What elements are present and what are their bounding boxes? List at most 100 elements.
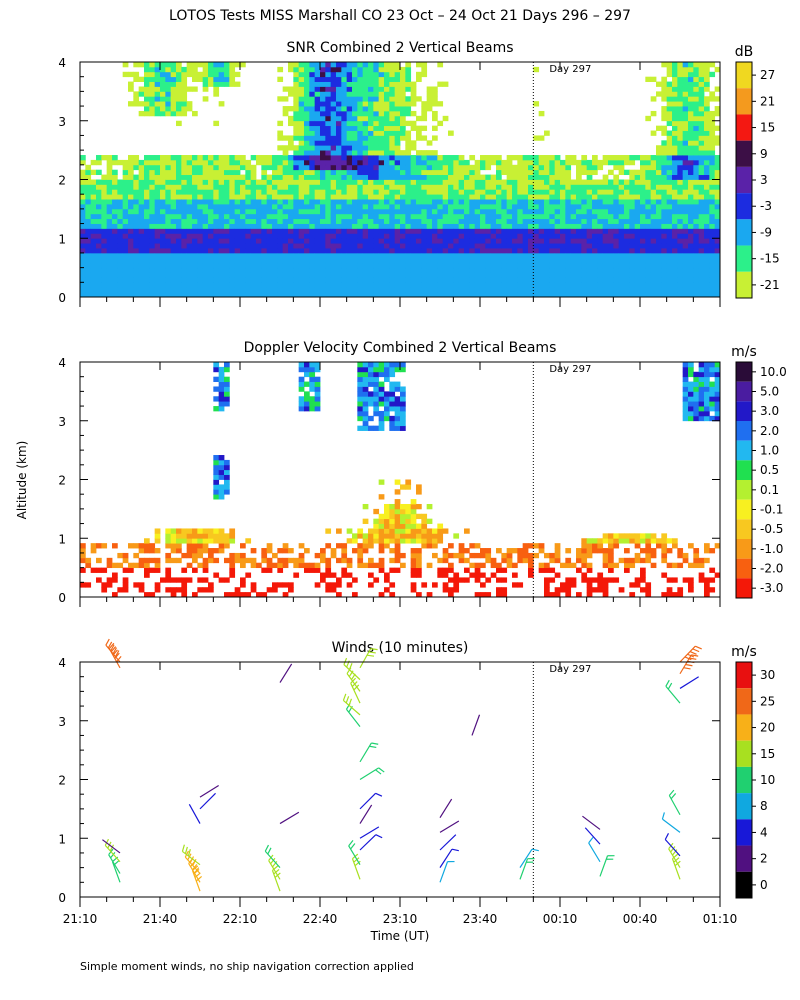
data-cell xyxy=(458,194,465,200)
data-cell xyxy=(405,155,412,161)
data-cell xyxy=(133,257,140,264)
data-cell xyxy=(309,120,316,127)
data-cell xyxy=(421,194,428,200)
data-cell xyxy=(90,277,97,283)
data-cell xyxy=(570,208,577,215)
data-cell xyxy=(538,228,545,234)
data-cell xyxy=(378,76,385,82)
data-cell xyxy=(426,277,433,283)
data-cell xyxy=(80,287,86,293)
data-cell xyxy=(672,208,678,215)
data-cell xyxy=(250,587,257,593)
data-cell xyxy=(522,184,529,190)
data-cell xyxy=(293,169,300,176)
data-cell xyxy=(618,203,625,210)
data-cell xyxy=(106,277,113,283)
data-cell xyxy=(320,223,326,229)
data-cell xyxy=(490,174,497,180)
data-cell xyxy=(357,381,364,387)
data-cell xyxy=(437,194,444,200)
data-cell xyxy=(394,91,401,97)
data-cell xyxy=(432,287,438,293)
data-cell xyxy=(293,257,300,264)
data-cell xyxy=(394,272,401,278)
data-cell xyxy=(512,213,518,220)
data-cell xyxy=(517,179,524,185)
data-cell xyxy=(560,169,566,176)
data-cell xyxy=(144,567,150,573)
data-cell xyxy=(394,179,401,185)
data-cell xyxy=(160,101,166,107)
data-cell xyxy=(170,238,177,244)
data-cell xyxy=(384,257,390,264)
data-cell xyxy=(538,164,545,171)
data-cell xyxy=(458,164,465,171)
data-cell xyxy=(138,189,145,195)
data-cell xyxy=(261,223,268,229)
data-cell xyxy=(389,523,396,529)
data-cell xyxy=(698,66,705,73)
data-cell xyxy=(106,203,113,210)
data-cell xyxy=(474,287,481,293)
data-cell xyxy=(352,110,358,117)
data-cell xyxy=(592,233,598,239)
data-cell xyxy=(85,223,92,229)
data-cell xyxy=(624,228,630,234)
data-cell xyxy=(261,267,268,273)
data-cell xyxy=(314,386,321,392)
data-cell xyxy=(373,362,380,368)
data-cell xyxy=(309,376,316,382)
data-cell xyxy=(714,199,721,205)
data-cell xyxy=(314,115,321,122)
data-cell xyxy=(138,223,145,229)
data-cell xyxy=(261,228,268,234)
data-cell xyxy=(410,159,417,166)
data-cell xyxy=(346,562,353,569)
data-cell xyxy=(272,169,278,176)
data-cell xyxy=(368,184,374,190)
data-cell xyxy=(309,213,316,220)
data-cell xyxy=(384,577,390,583)
data-cell xyxy=(618,184,625,190)
data-cell xyxy=(357,528,364,534)
data-cell xyxy=(442,277,449,283)
data-cell xyxy=(432,155,438,161)
data-cell xyxy=(245,272,252,278)
data-cell xyxy=(117,208,124,215)
data-cell xyxy=(709,184,716,190)
data-cell xyxy=(426,140,433,146)
data-cell xyxy=(405,164,412,171)
data-cell xyxy=(661,86,668,92)
data-cell xyxy=(181,203,188,210)
data-cell xyxy=(373,257,380,264)
data-cell xyxy=(437,248,444,254)
data-cell xyxy=(170,557,177,564)
data-cell xyxy=(149,567,156,573)
data-cell xyxy=(469,252,476,259)
data-cell xyxy=(128,567,134,573)
data-cell xyxy=(122,282,129,288)
data-cell xyxy=(170,159,177,166)
data-cell xyxy=(448,199,454,205)
data-cell xyxy=(192,267,198,273)
data-cell xyxy=(160,106,166,112)
data-cell xyxy=(122,199,129,205)
data-cell xyxy=(325,110,332,117)
data-cell xyxy=(357,406,364,412)
data-cell xyxy=(426,248,433,254)
data-cell xyxy=(192,179,198,185)
data-cell xyxy=(378,386,385,392)
data-cell xyxy=(688,243,694,249)
data-cell xyxy=(458,272,465,278)
data-cell xyxy=(85,272,92,278)
data-cell xyxy=(442,243,449,249)
data-cell xyxy=(432,282,438,288)
data-cell xyxy=(176,287,182,293)
data-cell xyxy=(122,267,129,273)
data-cell xyxy=(106,238,113,244)
data-cell xyxy=(453,233,460,239)
data-cell xyxy=(122,552,129,559)
data-cell xyxy=(538,233,545,239)
data-cell xyxy=(490,287,497,293)
footer-note: Simple moment winds, no ship navigation … xyxy=(80,960,414,973)
